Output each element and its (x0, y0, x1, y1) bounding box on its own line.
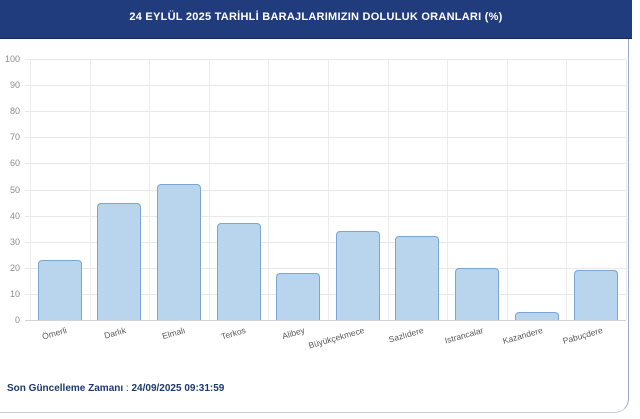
vertical-gridline (626, 59, 627, 320)
y-axis-tick-label: 20 (9, 262, 20, 273)
horizontal-gridline (25, 320, 626, 321)
x-axis-label: Istrancalar (443, 325, 485, 346)
last-update-status: Son Güncelleme Zamanı : 24/09/2025 09:31… (7, 383, 224, 394)
chart-bar[interactable] (157, 184, 201, 320)
last-update-value: 24/09/2025 09:31:59 (131, 383, 225, 394)
horizontal-gridline (25, 85, 626, 87)
x-axis-label: Kazandere (502, 325, 545, 346)
chart-title: 24 EYLÜL 2025 TARİHLİ BARAJLARIMIZIN DOL… (129, 10, 503, 23)
y-axis-tick-label: 10 (9, 288, 20, 299)
y-axis-tick-label: 0 (14, 315, 20, 325)
x-axis-label: Terkos (219, 325, 247, 342)
chart-bar[interactable] (276, 273, 321, 320)
x-axis-label: Darlık (103, 325, 128, 341)
y-axis-tick-label: 60 (9, 158, 20, 169)
y-axis-tick-label: 50 (9, 184, 20, 195)
x-axis-label: Pabuçdere (561, 325, 604, 346)
horizontal-gridline (25, 163, 626, 165)
chart-bar[interactable] (216, 223, 261, 320)
horizontal-gridline (25, 293, 626, 295)
chart-bar[interactable] (574, 270, 619, 320)
horizontal-gridline (25, 189, 626, 191)
x-axis-label: Büyükçekmece (307, 325, 366, 351)
y-axis-tick-label: 30 (9, 236, 20, 247)
chart-bar[interactable] (335, 231, 380, 320)
horizontal-gridline (25, 267, 626, 269)
y-axis-tick-label: 100 (4, 54, 20, 64)
y-axis-tick-label: 40 (9, 210, 20, 221)
last-update-separator: : (123, 383, 132, 394)
horizontal-gridline (25, 111, 626, 113)
horizontal-gridline (25, 215, 626, 217)
x-axis-label: Sazlıdere (387, 325, 426, 345)
horizontal-gridline (25, 241, 626, 243)
horizontal-gridline (25, 59, 626, 60)
x-axis-label: Alibey (280, 325, 306, 341)
horizontal-gridline (25, 137, 626, 139)
chart-bar[interactable] (97, 202, 142, 320)
chart-bar[interactable] (395, 236, 440, 320)
x-axis-label: Elmalı (161, 325, 187, 342)
y-axis-tick-label: 90 (9, 80, 20, 91)
chart-title-bar: 24 EYLÜL 2025 TARİHLİ BARAJLARIMIZIN DOL… (0, 0, 632, 39)
y-axis-tick-label: 80 (9, 106, 20, 117)
y-axis-tick-label: 70 (9, 132, 20, 143)
chart-bar[interactable] (455, 267, 499, 320)
last-update-label: Son Güncelleme Zamanı (7, 383, 124, 394)
x-axis-label: Ömerli (40, 325, 68, 342)
chart-bar[interactable] (37, 259, 82, 320)
chart-bar[interactable] (514, 312, 559, 320)
